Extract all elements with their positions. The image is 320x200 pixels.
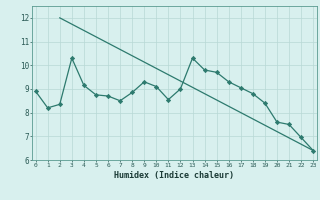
- X-axis label: Humidex (Indice chaleur): Humidex (Indice chaleur): [115, 171, 234, 180]
